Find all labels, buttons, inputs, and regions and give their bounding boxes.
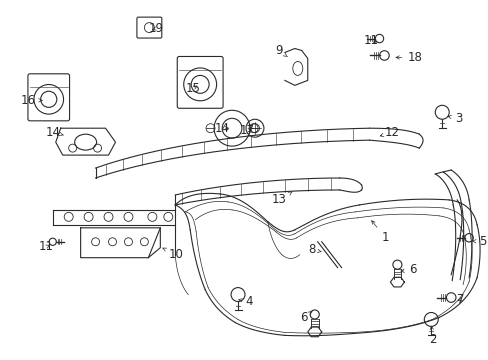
Text: 9: 9 [274, 44, 287, 57]
Text: 1: 1 [371, 221, 388, 244]
Text: 6: 6 [299, 311, 312, 324]
Text: 11: 11 [39, 240, 54, 253]
Text: 10: 10 [163, 248, 183, 261]
Text: 12: 12 [380, 126, 399, 139]
Text: 6: 6 [400, 263, 416, 276]
Text: 14: 14 [46, 126, 63, 139]
Text: 3: 3 [447, 112, 462, 125]
Text: 8: 8 [307, 243, 320, 256]
Text: 17: 17 [240, 124, 255, 137]
Text: 7: 7 [456, 293, 464, 306]
Text: 5: 5 [472, 235, 486, 248]
Text: 11: 11 [363, 34, 378, 47]
Text: 13: 13 [271, 192, 291, 206]
Text: 19: 19 [148, 22, 163, 35]
Text: 16: 16 [21, 94, 42, 107]
Text: 14: 14 [215, 122, 230, 135]
Text: 2: 2 [428, 326, 436, 346]
Text: 15: 15 [185, 82, 200, 95]
Text: 18: 18 [395, 51, 421, 64]
Text: 4: 4 [238, 295, 252, 308]
